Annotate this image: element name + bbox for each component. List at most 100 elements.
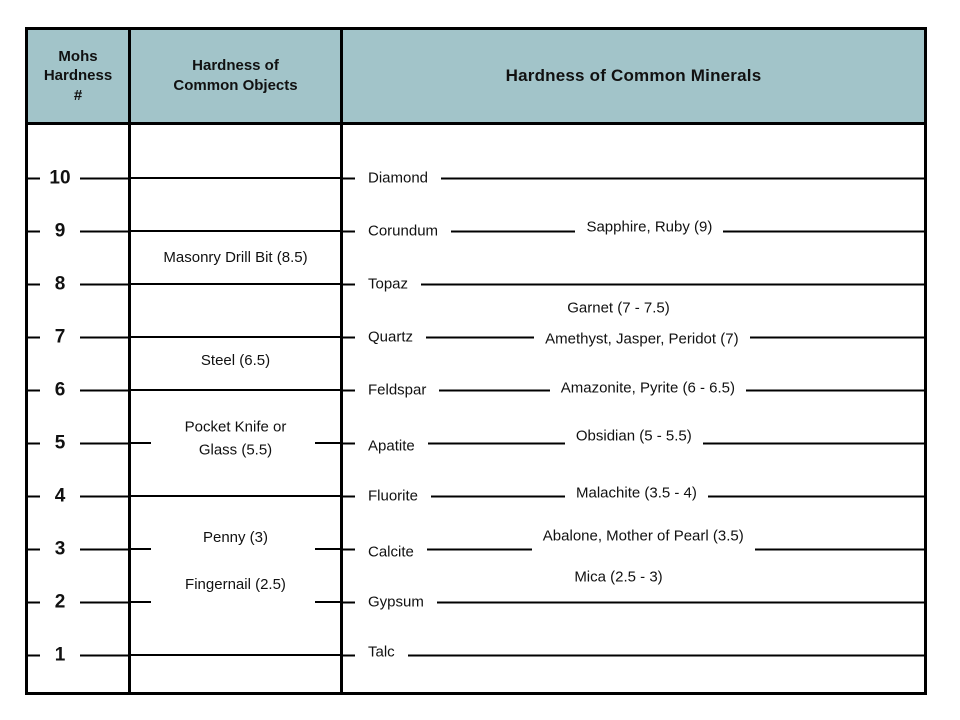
scale-line [426,548,532,550]
scale-line [128,336,343,338]
hardness-number: 9 [54,220,66,242]
tick-line [80,230,128,232]
hardness-number: 10 [49,167,71,189]
scale-line [754,548,924,550]
hardness-number: 4 [54,485,66,507]
tick-line [28,336,40,338]
mineral-label: Apatite [368,437,415,455]
scale-line [315,548,343,550]
gem-label: Malachite (3.5 - 4) [576,484,697,502]
tick-line [80,601,128,603]
scale-line [128,495,343,497]
tick-line [80,389,128,391]
header-mohs-hardness-number: Mohs Hardness # [28,30,131,122]
column-divider-2 [340,125,343,692]
tick-line [80,495,128,497]
tick-line [28,230,40,232]
mineral-row: Topaz [343,276,924,293]
mineral-label: Fluorite [368,487,419,505]
mineral-row: Calcite Abalone, Mother of Pearl (3.5) [343,528,924,561]
hardness-number: 7 [54,326,66,348]
scale-line [128,177,343,179]
mohs-hardness-chart: Mohs Hardness # Hardness of Common Objec… [25,27,927,695]
tick-line [28,548,40,550]
scale-line [131,548,151,550]
scale-line [421,283,924,285]
tick-line [343,230,355,232]
scale-line [315,442,343,444]
column-divider-1 [128,125,131,692]
mineral-label: Feldspar [368,381,427,399]
scale-tick-9: 9 [28,222,128,241]
gem-label: Amethyst, Jasper, Peridot (7) [545,330,739,348]
scale-tick-4: 4 [28,487,128,506]
object-label-masonry-drill-bit: Masonry Drill Bit (8.5) [163,248,308,266]
tick-line [28,283,40,285]
object-label-pocket-knife-glass: Pocket Knife or Glass (5.5) [184,418,287,459]
scale-line [451,230,576,232]
scale-line [426,336,535,338]
header-common-objects: Hardness of Common Objects [131,30,343,122]
tick-line [80,177,128,179]
tick-line [343,177,355,179]
tick-line [343,336,355,338]
hardness-number: 3 [54,538,66,560]
hardness-number: 8 [54,273,66,295]
scale-line [315,601,343,603]
scale-line [128,230,343,232]
mineral-label: Talc [368,643,395,661]
mineral-row: Corundum Sapphire, Ruby (9) [343,219,924,240]
scale-line [407,654,924,656]
tick-line [28,389,40,391]
gem-label: Amazonite, Pyrite (6 - 6.5) [560,379,735,397]
scale-tick-7: 7 [28,328,128,347]
scale-line [431,495,566,497]
object-label-penny: Penny (3) [202,528,269,546]
hardness-number: 2 [54,591,66,613]
object-label-steel: Steel (6.5) [200,351,271,369]
hardness-number: 1 [54,644,66,666]
scale-line [723,230,924,232]
tick-line [343,654,355,656]
scale-tick-1: 1 [28,646,128,665]
scale-line [441,177,924,179]
tick-line [343,548,355,550]
hardness-number: 6 [54,379,66,401]
mineral-row: Quartz Amethyst, Jasper, Peridot (7) [343,329,924,348]
scale-line [436,601,924,603]
mineral-row: Gypsum [343,594,924,611]
tick-line [343,601,355,603]
tick-line [28,442,40,444]
tick-line [80,336,128,338]
chart-body: 10 Diamond 9 [28,125,924,692]
header-common-minerals-label: Hardness of Common Minerals [505,66,762,85]
tick-line [28,654,40,656]
tick-line [80,548,128,550]
tick-line [80,283,128,285]
scale-line [128,389,343,391]
tick-line [343,283,355,285]
gem-label-mica: Mica (2.5 - 3) [574,568,663,586]
gem-label-garnet: Garnet (7 - 7.5) [567,299,670,317]
scale-tick-6: 6 [28,381,128,400]
scale-line [439,389,550,391]
scale-line [702,442,924,444]
mineral-label: Gypsum [368,593,424,611]
mineral-label: Topaz [368,275,409,293]
scale-tick-10: 10 [28,169,128,188]
mineral-row: Fluorite Malachite (3.5 - 4) [343,484,924,505]
tick-line [80,654,128,656]
gem-label: Obsidian (5 - 5.5) [575,427,692,445]
scale-tick-8: 8 [28,275,128,294]
scale-line [427,442,565,444]
header-mohs-hardness-number-label: Mohs Hardness # [43,47,113,104]
scale-line [745,389,924,391]
gem-label: Abalone, Mother of Pearl (3.5) [542,527,744,545]
tick-line [28,601,40,603]
mineral-row: Feldspar Amazonite, Pyrite (6 - 6.5) [343,379,924,399]
tick-line [28,495,40,497]
hardness-number: 5 [54,432,66,454]
mineral-row: Apatite Obsidian (5 - 5.5) [343,428,924,455]
gem-label: Sapphire, Ruby (9) [586,218,713,236]
